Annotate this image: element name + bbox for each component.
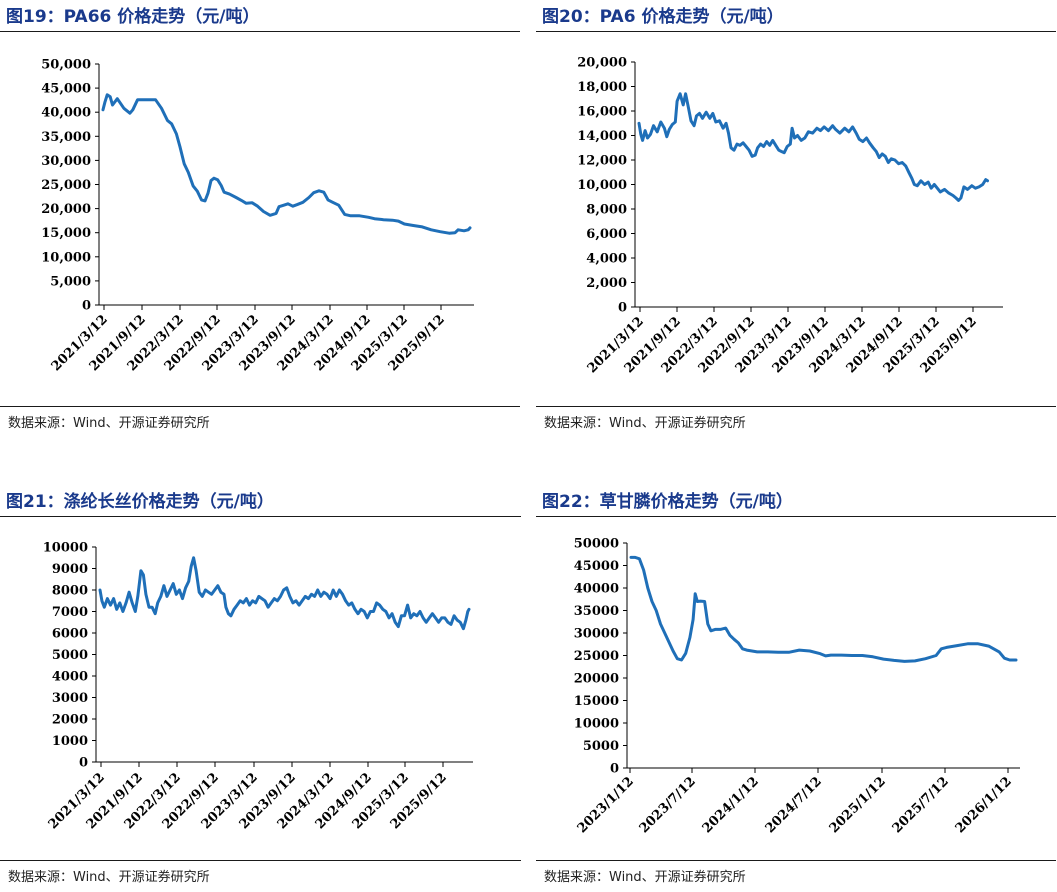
source-note: 数据来源：Wind、开源证券研究所 [8, 870, 210, 885]
panel-pa6: 图20：PA6 价格走势（元/吨） 0 2,000 4,000 6,000 8,000 1… [536, 0, 1056, 440]
y-tick-label: 40000 [574, 582, 619, 597]
y-tick-label: 5000 [583, 739, 619, 754]
y-tick-label: 20,000 [577, 56, 627, 71]
y-tick-label: 40,000 [41, 106, 91, 121]
y-tick-label: 18,000 [577, 80, 627, 95]
chart-title: 图20：PA6 价格走势（元/吨） [542, 7, 784, 27]
y-tick-label: 10,000 [41, 250, 91, 265]
y-tick-label: 35,000 [41, 130, 91, 145]
source-note: 数据来源：Wind、开源证券研究所 [544, 870, 746, 885]
panel-glyphosate: 图22：草甘膦价格走势（元/吨） 0 5000 10000 15000 20000 250… [536, 452, 1056, 892]
series-line [629, 555, 1018, 663]
y-tick-label: 25000 [574, 649, 619, 664]
title-rule [536, 516, 1056, 517]
source-rule [536, 860, 1056, 861]
title-rule [0, 516, 521, 517]
y-tick-label: 0 [82, 299, 91, 314]
y-tick-label: 2,000 [586, 276, 627, 291]
x-tick-label: 2026/1/12 [953, 774, 1015, 836]
y-tick-label: 5000 [52, 648, 88, 663]
y-tick-label: 9000 [52, 562, 88, 577]
chart-title: 图19：PA66 价格走势（元/吨） [6, 7, 260, 27]
y-tick-label: 0 [79, 756, 88, 771]
chart-polyester-filament: 0 1000 2000 3000 4000 5000 6000 7000 8000 9000 100… [43, 541, 473, 832]
y-tick-label: 30000 [574, 627, 619, 642]
source-rule [536, 406, 1056, 407]
y-tick-label: 4,000 [586, 252, 627, 267]
y-tick-label: 10,000 [577, 178, 627, 193]
y-tick-label: 5,000 [50, 274, 91, 289]
y-tick-label: 15000 [574, 694, 619, 709]
chart-pa66: 0 5,000 10,000 15,000 20,000 25,000 30,000 35,0… [41, 58, 474, 374]
y-tick-label: 12,000 [577, 154, 627, 169]
y-tick-label: 20,000 [41, 202, 91, 217]
series-line [98, 556, 471, 631]
y-tick-label: 1000 [52, 734, 88, 749]
y-tick-label: 20000 [574, 672, 619, 687]
y-tick-label: 8000 [52, 584, 88, 599]
y-tick-label: 0 [618, 301, 627, 316]
series-line [637, 92, 989, 202]
y-tick-label: 15,000 [41, 226, 91, 241]
source-rule [0, 860, 521, 861]
chart-title: 图22：草甘膦价格走势（元/吨） [542, 492, 793, 512]
y-tick-label: 10000 [574, 717, 619, 732]
x-tick-label: 2024/7/12 [763, 774, 825, 836]
y-tick-label: 14,000 [577, 129, 627, 144]
chart-pa6: 0 2,000 4,000 6,000 8,000 10,000 12,000 14,000 1… [577, 56, 1003, 376]
y-tick-label: 4000 [52, 670, 88, 685]
source-note: 数据来源：Wind、开源证券研究所 [8, 416, 210, 431]
chart-title: 图21：涤纶长丝价格走势（元/吨） [6, 492, 274, 512]
x-tick-label: 2025/1/12 [827, 774, 889, 836]
panel-pa66: 图19：PA66 价格走势（元/吨） 0 5,000 10,000 15,000 20,… [0, 0, 520, 440]
title-rule [536, 31, 1056, 32]
y-tick-label: 10000 [43, 541, 88, 556]
y-tick-label: 16,000 [577, 105, 627, 120]
chart-glyphosate: 0 5000 10000 15000 20000 25000 30000 35000 40000… [574, 537, 1020, 836]
x-tick-label: 2023/7/12 [637, 774, 699, 836]
y-tick-label: 30,000 [41, 154, 91, 169]
y-tick-label: 0 [610, 762, 619, 777]
panel-polyester-filament: 图21：涤纶长丝价格走势（元/吨） 0 1000 2000 3000 4000 5000 6… [0, 452, 521, 892]
y-tick-label: 50000 [574, 537, 619, 552]
source-rule [0, 406, 520, 407]
y-tick-label: 6,000 [586, 227, 627, 242]
y-tick-label: 45000 [574, 559, 619, 574]
y-tick-label: 3000 [52, 691, 88, 706]
x-tick-label: 2025/7/12 [890, 774, 952, 836]
y-tick-label: 50,000 [41, 58, 91, 73]
y-tick-label: 2000 [52, 713, 88, 728]
y-tick-label: 7000 [52, 605, 88, 620]
x-tick-label: 2023/1/12 [575, 774, 637, 836]
y-tick-label: 45,000 [41, 82, 91, 97]
y-tick-label: 25,000 [41, 178, 91, 193]
y-tick-label: 8,000 [586, 203, 627, 218]
title-rule [0, 31, 520, 32]
y-tick-label: 35000 [574, 604, 619, 619]
y-tick-label: 6000 [52, 627, 88, 642]
series-line [101, 93, 472, 235]
x-tick-label: 2024/1/12 [700, 774, 762, 836]
source-note: 数据来源：Wind、开源证券研究所 [544, 416, 746, 431]
